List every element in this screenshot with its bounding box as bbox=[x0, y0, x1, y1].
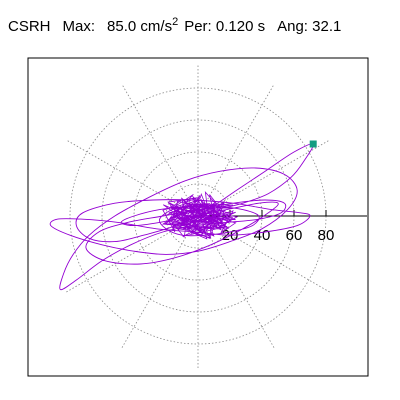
orbit-trace bbox=[49, 143, 314, 291]
tick-label-80: 80 bbox=[318, 227, 335, 244]
period-value: 0.120 s bbox=[215, 18, 266, 35]
chart-header: CSRH Max: 85.0 cm/s2 Per: 0.120 s Ang: 32.1 bbox=[8, 16, 342, 36]
tick-label-60: 60 bbox=[286, 227, 303, 244]
max-value: 85.0 bbox=[107, 18, 137, 35]
period-label: Per: bbox=[184, 18, 212, 35]
peak-marker bbox=[309, 140, 317, 148]
orbit-core bbox=[161, 190, 239, 240]
station-code: CSRH bbox=[8, 18, 51, 35]
angle-value: 32.1 bbox=[312, 18, 342, 35]
max-label: Max: bbox=[62, 18, 96, 35]
max-unit-exponent: 2 bbox=[172, 16, 179, 28]
max-unit: cm/s bbox=[140, 18, 173, 35]
tick-label-40: 40 bbox=[254, 227, 271, 244]
angle-label: Ang: bbox=[277, 18, 308, 35]
